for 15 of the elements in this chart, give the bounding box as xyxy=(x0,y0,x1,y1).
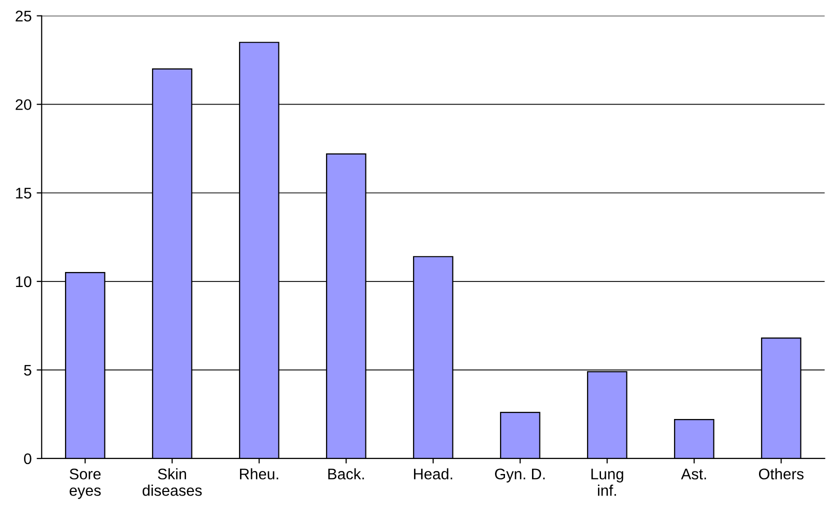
y-tick-label: 10 xyxy=(16,276,32,288)
x-tick-label: Back. xyxy=(328,468,364,480)
y-tick-label: 20 xyxy=(16,99,32,110)
x-tick-label: Head. xyxy=(414,468,452,480)
x-tick-label: Ast. xyxy=(681,468,706,480)
x-tick-label: Lung inf. xyxy=(591,468,624,496)
y-tick-label: 0 xyxy=(24,453,32,464)
y-tick-label: 15 xyxy=(16,188,32,199)
x-tick-label: Sore eyes xyxy=(70,468,101,499)
x-tick-label: Skin diseases xyxy=(142,468,202,496)
x-tick-label: Rheu. xyxy=(240,468,278,480)
y-tick-label: 5 xyxy=(24,364,32,376)
x-tick-label: Others xyxy=(758,468,804,480)
y-tick-label: 25 xyxy=(16,10,32,22)
x-tick-label: Gyn. D. xyxy=(495,468,545,482)
